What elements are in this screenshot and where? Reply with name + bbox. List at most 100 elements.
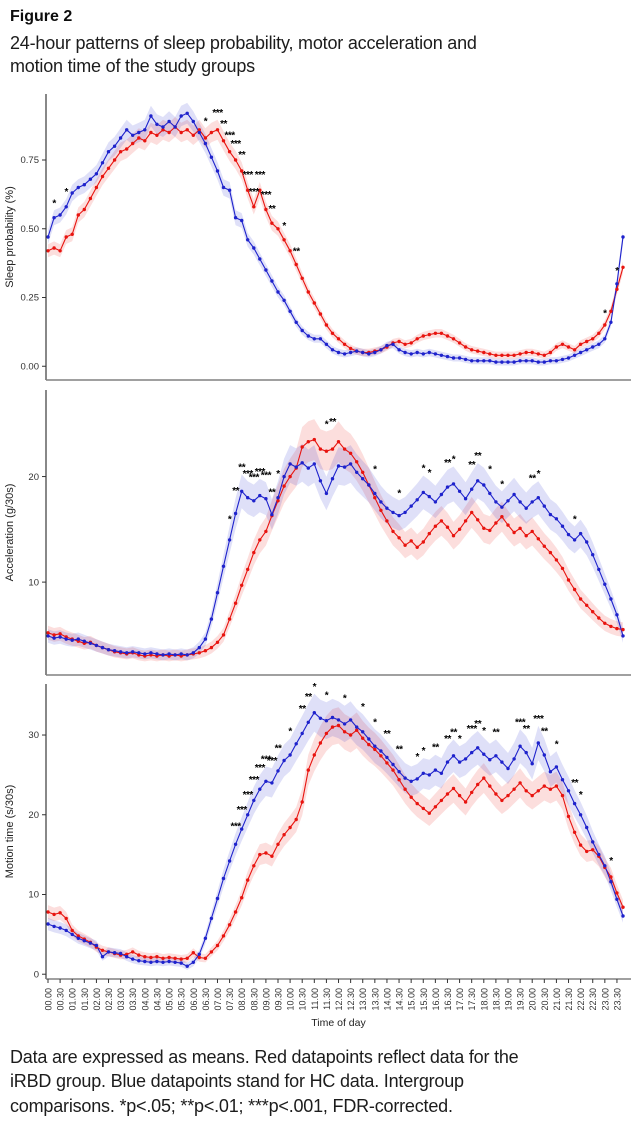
x-tick-label: 17.00 xyxy=(455,988,465,1011)
hc-datapoint xyxy=(306,720,310,724)
y-axis-title: Acceleration (g/30s) xyxy=(4,483,16,581)
hc-datapoint xyxy=(131,957,135,961)
irbd-datapoint xyxy=(125,952,129,956)
hc-datapoint xyxy=(197,952,201,956)
irbd-datapoint xyxy=(560,793,565,798)
hc-datapoint xyxy=(118,136,123,140)
irbd-datapoint xyxy=(554,557,559,562)
irbd-datapoint xyxy=(554,784,559,788)
irbd-datapoint xyxy=(585,339,589,343)
hc-datapoint xyxy=(397,769,401,774)
irbd-datapoint xyxy=(518,351,522,356)
hc-datapoint xyxy=(566,788,571,793)
irbd-datapoint xyxy=(233,601,238,605)
x-tick-label: 19.30 xyxy=(516,988,526,1011)
hc-datapoint xyxy=(246,237,250,242)
hc-datapoint xyxy=(421,351,425,356)
hc-datapoint xyxy=(227,859,232,863)
significance-asterisk: ** xyxy=(571,778,578,789)
irbd-datapoint xyxy=(603,621,607,625)
x-tick-label: 17.30 xyxy=(467,988,477,1011)
x-tick-label: 10.00 xyxy=(286,988,296,1011)
irbd-datapoint xyxy=(524,533,528,538)
hc-datapoint xyxy=(433,499,438,504)
x-tick-label: 15.00 xyxy=(407,988,417,1011)
hc-datapoint xyxy=(536,741,540,745)
x-tick-label: 22.00 xyxy=(576,988,586,1011)
irbd-datapoint xyxy=(391,768,395,772)
x-tick-label: 08.30 xyxy=(249,988,259,1011)
irbd-line xyxy=(47,126,624,356)
irbd-datapoint xyxy=(312,301,316,305)
irbd-datapoint xyxy=(433,331,438,335)
irbd-datapoint xyxy=(451,786,456,790)
hc-datapoint xyxy=(82,639,87,643)
hc-datapoint xyxy=(572,353,577,357)
irbd-datapoint xyxy=(421,540,425,544)
hc-datapoint xyxy=(82,182,87,187)
hc-confidence-band xyxy=(48,443,623,661)
hc-datapoint xyxy=(566,356,571,360)
irbd-datapoint xyxy=(324,731,329,735)
irbd-datapoint xyxy=(270,221,274,225)
hc-datapoint xyxy=(433,351,438,356)
irbd-datapoint xyxy=(46,248,50,253)
y-tick-label: 20 xyxy=(28,810,39,821)
hc-datapoint xyxy=(427,350,431,354)
significance-asterisk: *** xyxy=(243,790,254,801)
hc-datapoint xyxy=(288,753,292,757)
significance-asterisk: ** xyxy=(275,743,282,754)
irbd-datapoint xyxy=(288,474,292,479)
irbd-datapoint xyxy=(276,842,280,846)
irbd-datapoint xyxy=(548,787,553,791)
hc-datapoint xyxy=(554,764,559,769)
irbd-datapoint xyxy=(100,174,105,178)
hc-datapoint xyxy=(403,350,407,354)
hc-datapoint xyxy=(348,461,353,466)
irbd-datapoint xyxy=(276,498,280,503)
x-tick-label: 09.30 xyxy=(273,988,283,1011)
x-tick-label: 14.30 xyxy=(395,988,405,1011)
significance-asterisk: ** xyxy=(432,742,439,753)
irbd-datapoint xyxy=(476,349,480,353)
hc-datapoint xyxy=(179,114,183,118)
irbd-datapoint xyxy=(621,905,625,909)
irbd-datapoint xyxy=(64,916,68,920)
irbd-datapoint xyxy=(373,747,377,751)
y-axis-title: Sleep probability (%) xyxy=(4,186,16,288)
hc-datapoint xyxy=(185,652,189,657)
hc-datapoint xyxy=(379,347,383,352)
significance-asterisk: *** xyxy=(243,170,254,181)
irbd-datapoint xyxy=(488,351,492,356)
hc-datapoint xyxy=(548,512,553,517)
irbd-datapoint xyxy=(494,792,498,796)
hc-datapoint xyxy=(512,360,516,364)
irbd-datapoint xyxy=(191,133,195,137)
hc-datapoint xyxy=(609,597,613,601)
significance-asterisk: * xyxy=(482,726,486,737)
figure-title-line1: 24-hour patterns of sleep probability, m… xyxy=(10,33,477,53)
hc-datapoint xyxy=(536,495,540,500)
hc-datapoint xyxy=(409,779,413,783)
hc-datapoint xyxy=(530,358,534,363)
hc-datapoint xyxy=(379,749,383,753)
hc-datapoint xyxy=(149,114,153,118)
hc-datapoint xyxy=(197,130,201,134)
hc-datapoint xyxy=(554,358,559,363)
hc-datapoint xyxy=(294,741,298,746)
irbd-datapoint xyxy=(70,928,74,932)
irbd-datapoint xyxy=(306,768,310,772)
irbd-datapoint xyxy=(621,627,625,632)
hc-datapoint xyxy=(597,852,601,857)
irbd-datapoint xyxy=(215,640,220,644)
significance-asterisk: *** xyxy=(231,821,242,832)
significance-asterisk: *** xyxy=(231,139,242,150)
irbd-datapoint xyxy=(252,863,256,868)
irbd-datapoint xyxy=(391,529,395,533)
caption-line-3: comparisons. *p<.05; **p<.01; ***p<.001,… xyxy=(10,1095,453,1116)
irbd-datapoint xyxy=(397,339,401,343)
hc-datapoint xyxy=(518,358,522,363)
hc-datapoint xyxy=(46,633,50,638)
irbd-datapoint xyxy=(482,526,486,530)
irbd-datapoint xyxy=(500,514,504,519)
